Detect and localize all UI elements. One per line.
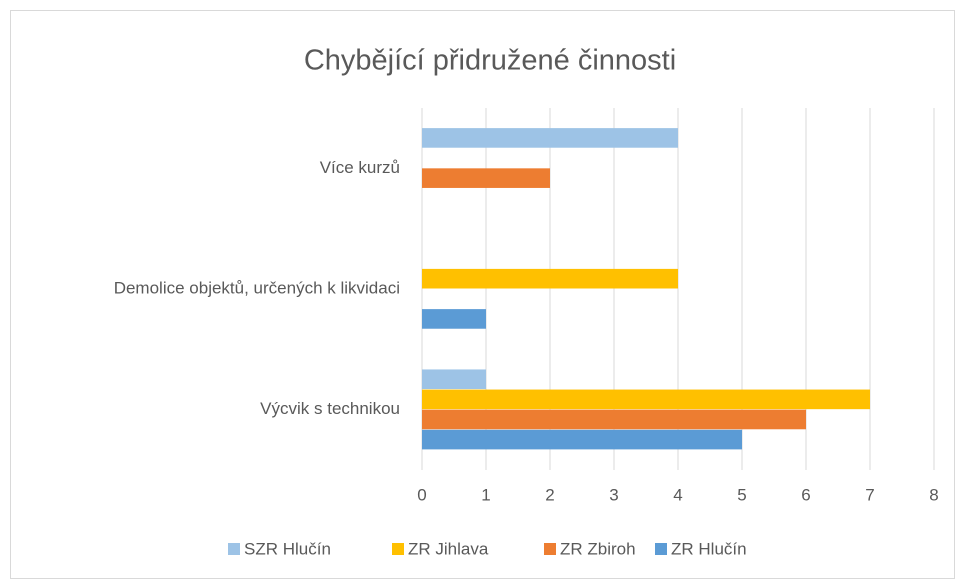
legend-label: ZR Jihlava: [408, 539, 489, 558]
x-tick-label: 6: [801, 485, 810, 504]
x-tick-label: 3: [609, 485, 618, 504]
x-tick-label: 5: [737, 485, 746, 504]
legend-swatch: [544, 543, 556, 555]
x-tick-label: 8: [929, 485, 938, 504]
legend-swatch: [655, 543, 667, 555]
bar: [422, 168, 550, 188]
y-tick-label: Výcvik s technikou: [260, 399, 400, 418]
bar: [422, 268, 678, 289]
bar: [422, 389, 870, 410]
legend-label: ZR Zbiroh: [560, 539, 636, 558]
legend-label: SZR Hlučín: [244, 539, 331, 558]
bar: [422, 369, 486, 390]
chart-title: Chybějící přidružené činnosti: [304, 45, 676, 77]
y-tick-label: Více kurzů: [320, 158, 400, 177]
x-tick-label: 4: [673, 485, 682, 504]
bar: [422, 429, 742, 450]
bar: [422, 128, 678, 148]
y-tick-label: Demolice objektů, určených k likvidaci: [114, 278, 400, 297]
bar: [422, 409, 806, 430]
chart-border: [10, 10, 955, 579]
legend-label: ZR Hlučín: [671, 539, 747, 558]
x-tick-label: 7: [865, 485, 874, 504]
legend-swatch: [392, 543, 404, 555]
x-tick-label: 0: [417, 485, 426, 504]
x-tick-label: 2: [545, 485, 554, 504]
legend-swatch: [228, 543, 240, 555]
x-tick-label: 1: [481, 485, 490, 504]
bar: [422, 309, 486, 329]
